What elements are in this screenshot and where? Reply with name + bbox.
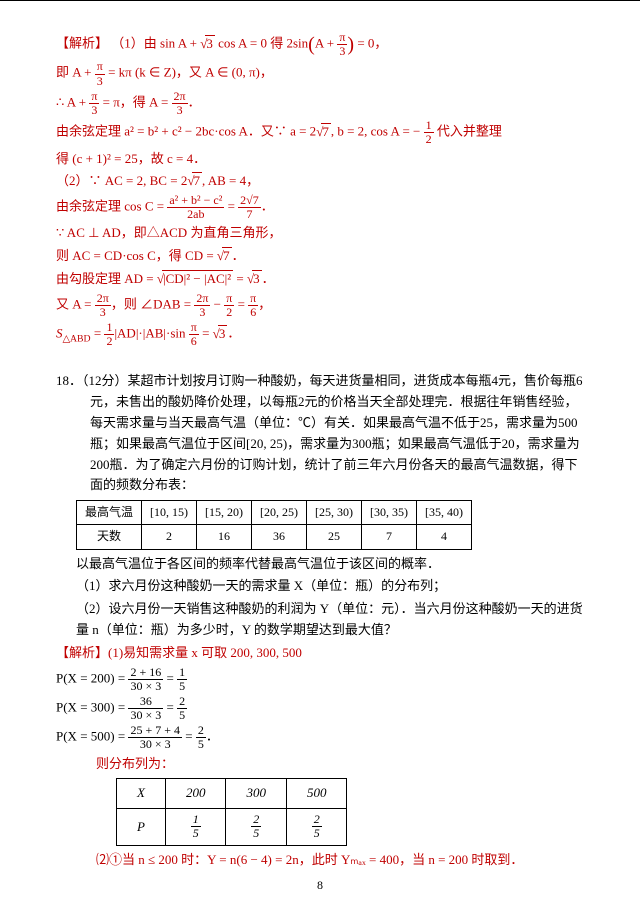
sol17-line5: 得 (c + 1)² = 25，故 c = 4．: [56, 149, 584, 170]
sol18-header: 【解析】(1)易知需求量 x 可取 200, 300, 500: [56, 643, 584, 664]
frequency-table: 最高气温 [10, 15) [15, 20) [20, 25) [25, 30)…: [76, 500, 472, 549]
q18-text2: 以最高气温位于各区间的频率代替最高气温位于该区间的概率．: [76, 554, 584, 575]
dist-p-row: P 15 25 25: [117, 809, 347, 845]
sol17-line7: 由余弦定理 cos C = a² + b² − c²2ab = 2√77．: [56, 194, 584, 221]
sol17-line8: ∵ AC ⊥ AD，即△ACD 为直角三角形，: [56, 223, 584, 244]
q18-sub2: （2）设六月份一天销售这种酸奶的利润为 Y（单位：元）．当六月份这种酸奶一天的进…: [76, 599, 584, 641]
sol17-line12: S△ABD = 12|AD|·|AB|·sin π6 = 3．: [56, 321, 584, 348]
sol17-line1: 【解析】 （1）由 sin A + 3 cos A = 0 得 2sin(A +…: [56, 31, 584, 58]
table-data-row: 天数 2 16 36 25 7 4: [77, 525, 472, 549]
sol17-line10: 由勾股定理 AD = |CD|² − |AC|² = 3．: [56, 269, 584, 290]
sol17-line2: 即 A + π3 = kπ (k ∈ Z)，又 A ∈ (0, π)，: [56, 60, 584, 87]
distribution-table: X 200 300 500 P 15 25 25: [116, 778, 347, 845]
sol18-part2-line1: ⑵①当 n ≤ 200 时：Y = n(6 − 4) = 2n，此时 Yₘₐₓ …: [96, 850, 584, 871]
sol18-p200: P(X = 200) = 2 + 1630 × 3 = 15: [56, 666, 584, 693]
analysis-label: 【解析】: [56, 36, 108, 51]
q18-text: 18．（12分）某超市计划按月订购一种酸奶，每天进货量相同，进货成本每瓶4元，售…: [56, 371, 584, 496]
dist-x-row: X 200 300 500: [117, 779, 347, 809]
page-number: 8: [0, 876, 640, 895]
page: 【解析】 （1）由 sin A + 3 cos A = 0 得 2sin(A +…: [0, 0, 640, 905]
table-header-row: 最高气温 [10, 15) [15, 20) [20, 25) [25, 30)…: [77, 501, 472, 525]
sol18-p300: P(X = 300) = 3630 × 3 = 25: [56, 695, 584, 722]
dist-label: 则分布列为：: [96, 754, 584, 775]
sol17-line6: （2）∵ AC = 2, BC = 27, AB = 4，: [56, 171, 584, 192]
sol17-line3: ∴ A + π3 = π，得 A = 2π3．: [56, 90, 584, 117]
sol17-line9: 则 AC = CD·cos C，得 CD = 7．: [56, 246, 584, 267]
sol18-p500: P(X = 500) = 25 + 7 + 430 × 3 = 25．: [56, 724, 584, 751]
sol17-line4: 由余弦定理 a² = b² + c² − 2bc·cos A．又∵ a = 27…: [56, 119, 584, 146]
q18-number: 18．: [56, 373, 82, 388]
sol17-line11: 又 A = 2π3，则 ∠DAB = 2π3 − π2 = π6，: [56, 292, 584, 319]
q18-sub1: （1）求六月份这种酸奶一天的需求量 X（单位：瓶）的分布列；: [76, 576, 584, 597]
